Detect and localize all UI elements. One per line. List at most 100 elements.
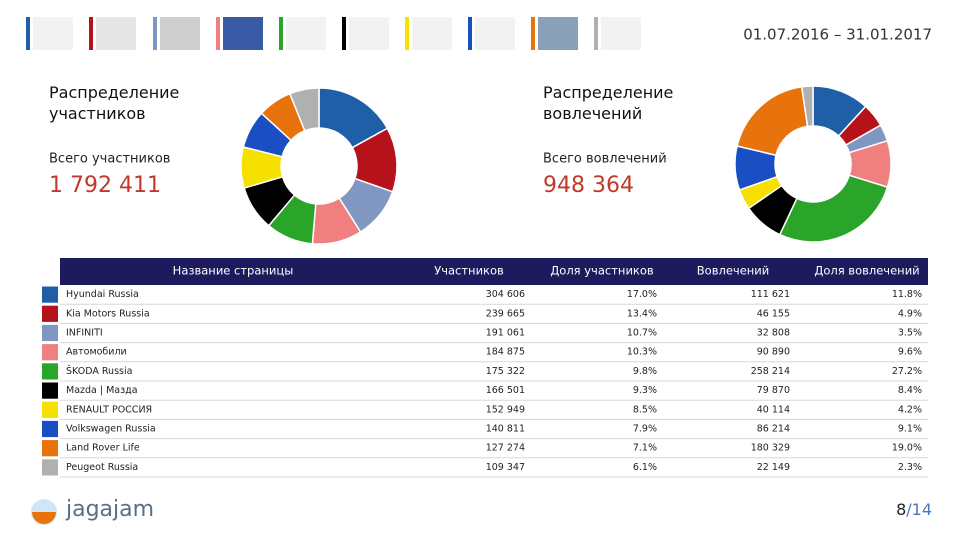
cell: 9.3% (633, 385, 657, 396)
column-header: Доля участников (550, 264, 654, 278)
total-value: 948 364 (543, 173, 634, 198)
cell: 27.2% (892, 366, 922, 377)
logo (412, 17, 452, 50)
cell: 258 214 (751, 366, 790, 377)
cell: 46 155 (757, 308, 790, 319)
table: Название страницы Участников Доля участник… (42, 258, 928, 478)
logo (160, 17, 200, 50)
logo-bar (26, 17, 30, 50)
cell: 152 949 (486, 404, 525, 415)
page-name: Volkswagen Russia (66, 424, 156, 435)
row-swatch (42, 344, 58, 361)
page-name: Peugeot Russia (66, 462, 138, 473)
logo-icon (32, 512, 56, 524)
logo-bar (342, 17, 346, 50)
row-swatch (42, 382, 58, 399)
row-swatch (42, 305, 58, 322)
cell: 184 875 (486, 347, 525, 358)
logo-bar (279, 17, 283, 50)
logo (601, 17, 641, 50)
cell: 166 501 (486, 385, 525, 396)
logo-bar (153, 17, 157, 50)
total-value: 1 792 411 (49, 173, 161, 198)
cell: 304 606 (486, 289, 525, 300)
cell: 9.8% (633, 366, 657, 377)
row-swatch (42, 286, 58, 303)
page-current: 8 (896, 500, 906, 519)
cell: 239 665 (486, 308, 525, 319)
cell: 127 274 (486, 443, 525, 454)
cell: 180 329 (751, 443, 790, 454)
page-total: /14 (906, 500, 932, 519)
cell: 7.1% (633, 443, 657, 454)
logo (286, 17, 326, 50)
cell: 79 870 (757, 385, 790, 396)
cell: 17.0% (627, 289, 657, 300)
donut-slice (288, 87, 320, 132)
page-name: RENAULT РОССИЯ (66, 404, 152, 415)
logo (475, 17, 515, 50)
cell: 13.4% (627, 308, 657, 319)
page-name: Land Rover Life (66, 443, 140, 454)
cell: 19.0% (892, 443, 922, 454)
cell: 175 322 (486, 366, 525, 377)
cell: 109 347 (486, 462, 525, 473)
logo (538, 17, 578, 50)
cell: 4.2% (898, 404, 922, 415)
column-header: Название страницы (173, 264, 294, 278)
row-swatch (42, 363, 58, 380)
cell: 6.1% (633, 462, 657, 473)
cell: 9.1% (898, 424, 922, 435)
page-name: Hyundai Russia (66, 289, 139, 300)
cell: 140 811 (486, 424, 525, 435)
table-header (60, 258, 928, 285)
donut-slice (800, 85, 814, 128)
period: 01.07.2016 – 31.01.2017 (743, 26, 932, 44)
logo-bar (89, 17, 93, 50)
row-swatch (42, 401, 58, 418)
footer-logo: jagajam (31, 497, 154, 525)
chart-title: Распределение вовлечений (543, 83, 673, 123)
cell: 3.5% (898, 328, 922, 339)
logo-bar (216, 17, 220, 50)
cell: 4.9% (898, 308, 922, 319)
column-header: Вовлечений (697, 264, 769, 278)
cell: 2.3% (898, 462, 922, 473)
cell: 22 149 (757, 462, 790, 473)
donut-slice (778, 174, 889, 243)
charts: Распределение участников Всего участников 1… (49, 83, 892, 245)
page-name: Kia Motors Russia (66, 308, 150, 319)
total-label: Всего вовлечений (543, 152, 667, 167)
page-name: ŠKODA Russia (66, 365, 132, 377)
cell: 11.8% (892, 289, 922, 300)
chart-title: Распределение участников (49, 83, 179, 123)
cell: 8.5% (633, 404, 657, 415)
logo (33, 17, 73, 50)
cell: 10.7% (627, 328, 657, 339)
page-name: Автомобили (66, 347, 127, 358)
page-number: 8/14 (896, 500, 932, 519)
logo (349, 17, 389, 50)
page-name: Mazda | Мазда (66, 385, 138, 396)
cell: 191 061 (486, 328, 525, 339)
row-swatch (42, 324, 58, 342)
cell: 8.4% (898, 385, 922, 396)
row-swatch (42, 440, 58, 457)
row-swatch (42, 459, 58, 476)
logo-text: jagajam (65, 497, 154, 522)
cell: 10.3% (627, 347, 657, 358)
row-swatch (42, 420, 58, 438)
logo-bar (531, 17, 535, 50)
cell: 7.9% (633, 424, 657, 435)
cell: 9.6% (898, 347, 922, 358)
column-header: Доля вовлечений (814, 264, 919, 278)
cell: 90 890 (757, 347, 790, 358)
column-header: Участников (434, 264, 504, 278)
total-label: Всего участников (49, 152, 170, 167)
cell: 40 114 (757, 404, 790, 415)
logo (223, 17, 263, 50)
cell: 86 214 (757, 424, 790, 435)
brand-logos (26, 17, 641, 50)
cell: 111 621 (751, 289, 790, 300)
